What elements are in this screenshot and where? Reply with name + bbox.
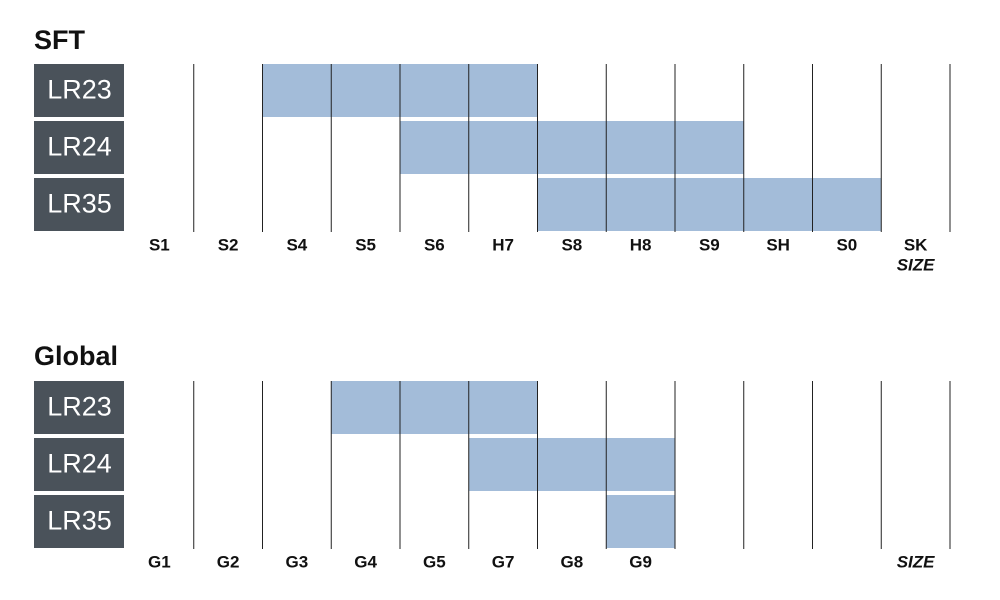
row-label: LR35	[47, 189, 112, 219]
row-label-box	[34, 178, 124, 231]
row-label-box	[34, 121, 124, 174]
column-label: S0	[836, 235, 857, 254]
size-range-bar	[537, 178, 882, 231]
axis-label: SIZE	[897, 255, 935, 274]
row-label: LR24	[47, 449, 112, 479]
column-label: S4	[286, 235, 307, 254]
row-label: LR35	[47, 506, 112, 536]
row-label-box	[34, 381, 124, 434]
column-label: H8	[630, 235, 652, 254]
column-label: SH	[766, 235, 790, 254]
column-label: S9	[699, 235, 720, 254]
column-label: G5	[423, 552, 446, 571]
column-label: H7	[492, 235, 514, 254]
size-range-bar	[331, 381, 538, 434]
column-label: S8	[561, 235, 582, 254]
column-label: S6	[424, 235, 445, 254]
column-label: S2	[218, 235, 239, 254]
size-range-bar	[606, 495, 675, 548]
size-range-bar	[468, 438, 675, 491]
size-range-bar	[400, 121, 744, 174]
column-label: G8	[561, 552, 584, 571]
row-label: LR24	[47, 132, 112, 162]
column-label: G7	[492, 552, 515, 571]
column-label: G1	[148, 552, 171, 571]
row-label-box	[34, 64, 124, 117]
column-label: G4	[354, 552, 377, 571]
section-title: Global	[34, 341, 118, 371]
column-label: S5	[355, 235, 376, 254]
column-label: SK	[904, 235, 928, 254]
axis-label: SIZE	[897, 552, 935, 571]
column-label: G2	[217, 552, 240, 571]
column-label: G9	[629, 552, 652, 571]
column-label: S1	[149, 235, 170, 254]
row-label-box	[34, 495, 124, 548]
row-label: LR23	[47, 392, 112, 422]
row-label-box	[34, 438, 124, 491]
row-label: LR23	[47, 75, 112, 105]
column-label: G3	[286, 552, 309, 571]
section-title: SFT	[34, 25, 86, 55]
